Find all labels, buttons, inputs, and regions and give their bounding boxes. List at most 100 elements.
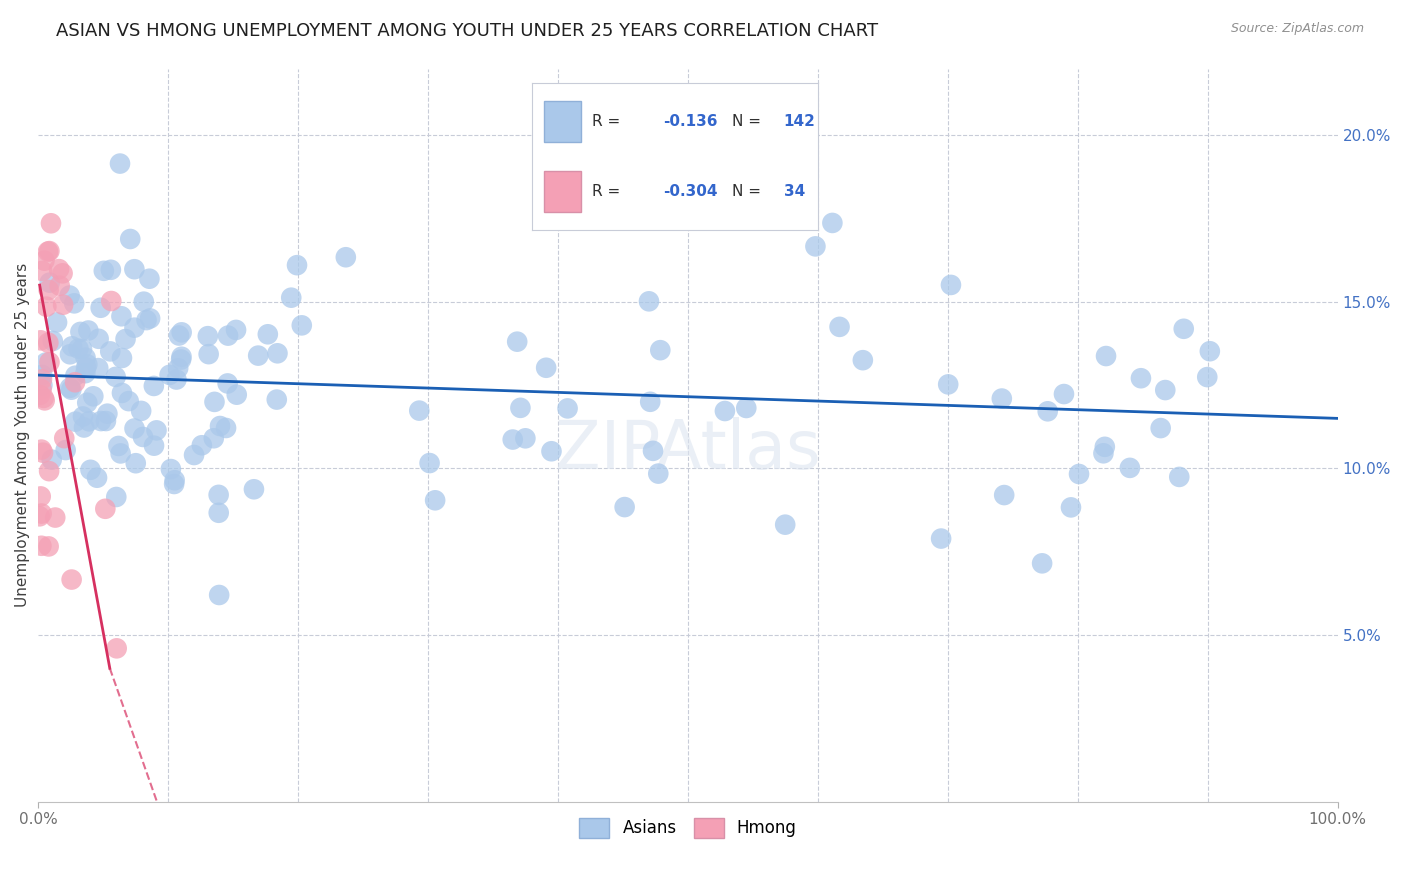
Point xyxy=(82,389,104,403)
Point xyxy=(34,253,56,268)
Point xyxy=(32,391,55,405)
Point xyxy=(38,540,60,554)
Point xyxy=(163,477,186,491)
Point xyxy=(87,361,110,376)
Point xyxy=(929,532,952,546)
Point xyxy=(135,313,157,327)
Point xyxy=(1092,446,1115,460)
Point xyxy=(502,433,524,447)
Point xyxy=(197,347,219,361)
Point xyxy=(335,250,357,264)
Text: ZIPAtlas: ZIPAtlas xyxy=(555,417,821,483)
Point xyxy=(993,488,1015,502)
Point xyxy=(291,318,314,333)
Point xyxy=(75,366,97,380)
Point xyxy=(31,378,53,392)
Point xyxy=(266,346,288,360)
Point xyxy=(1168,470,1191,484)
Point xyxy=(73,420,96,434)
Point xyxy=(75,360,97,375)
Point xyxy=(650,343,672,358)
Point xyxy=(31,382,53,396)
Point xyxy=(52,298,75,312)
Point xyxy=(1095,349,1118,363)
Point xyxy=(423,493,446,508)
Point xyxy=(1154,383,1177,397)
Point xyxy=(118,394,141,409)
Point xyxy=(60,339,83,353)
Point xyxy=(65,415,87,429)
Point xyxy=(243,483,266,497)
Point xyxy=(540,444,562,458)
Point xyxy=(419,456,441,470)
Point xyxy=(191,438,214,452)
Point xyxy=(69,325,91,339)
Point xyxy=(852,353,875,368)
Point xyxy=(110,310,132,324)
Point xyxy=(197,329,219,343)
Point xyxy=(111,351,134,365)
Point xyxy=(202,431,225,445)
Point xyxy=(59,381,82,395)
Point xyxy=(38,276,60,290)
Point xyxy=(108,156,131,170)
Point xyxy=(59,347,82,361)
Point xyxy=(225,387,247,401)
Point xyxy=(55,443,77,458)
Point xyxy=(30,490,52,504)
Point xyxy=(44,510,66,524)
Point xyxy=(60,573,83,587)
Point xyxy=(1067,467,1090,481)
Point xyxy=(1094,440,1116,454)
Point xyxy=(93,264,115,278)
Point xyxy=(28,509,51,524)
Point xyxy=(408,403,430,417)
Point xyxy=(31,507,53,521)
Point xyxy=(32,446,55,460)
Point xyxy=(105,641,128,656)
Point xyxy=(35,300,58,314)
Point xyxy=(170,350,193,364)
Point xyxy=(132,430,155,444)
Point xyxy=(773,517,796,532)
Text: ASIAN VS HMONG UNEMPLOYMENT AMONG YOUTH UNDER 25 YEARS CORRELATION CHART: ASIAN VS HMONG UNEMPLOYMENT AMONG YOUTH … xyxy=(56,22,879,40)
Point xyxy=(557,401,579,416)
Point xyxy=(86,471,108,485)
Point xyxy=(285,258,308,272)
Point xyxy=(105,490,128,504)
Point xyxy=(647,467,669,481)
Point xyxy=(1150,421,1173,435)
Point xyxy=(170,326,193,340)
Point xyxy=(38,283,60,297)
Point xyxy=(38,355,60,369)
Point xyxy=(77,414,100,428)
Point xyxy=(79,463,101,477)
Y-axis label: Unemployment Among Youth under 25 years: Unemployment Among Youth under 25 years xyxy=(15,263,30,607)
Point xyxy=(94,414,117,428)
Point xyxy=(124,421,146,435)
Point xyxy=(143,439,166,453)
Point xyxy=(65,368,87,383)
Point xyxy=(145,423,167,437)
Point xyxy=(67,342,90,356)
Point xyxy=(215,421,238,435)
Point xyxy=(828,319,851,334)
Point xyxy=(124,262,146,277)
Point xyxy=(613,500,636,514)
Point xyxy=(208,488,231,502)
Point xyxy=(208,588,231,602)
Point xyxy=(991,392,1014,406)
Point xyxy=(63,376,86,390)
Point xyxy=(30,442,52,457)
Point xyxy=(100,293,122,308)
Point xyxy=(87,332,110,346)
Point xyxy=(63,296,86,310)
Point xyxy=(77,324,100,338)
Point xyxy=(534,360,557,375)
Point xyxy=(217,328,239,343)
Point xyxy=(1060,500,1083,515)
Point xyxy=(37,244,59,259)
Point xyxy=(515,431,537,445)
Point xyxy=(225,323,247,337)
Legend: Asians, Hmong: Asians, Hmong xyxy=(572,811,803,845)
